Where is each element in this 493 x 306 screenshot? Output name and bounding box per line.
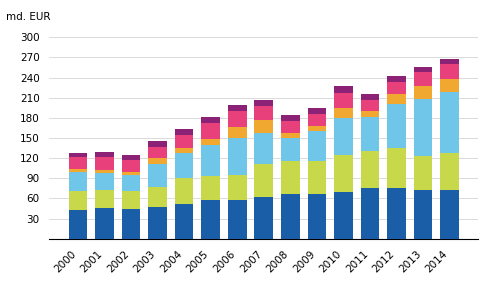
- Bar: [175, 148, 193, 153]
- Bar: [440, 190, 458, 239]
- Bar: [122, 191, 141, 209]
- Bar: [254, 106, 273, 120]
- Bar: [334, 93, 352, 108]
- Bar: [360, 100, 379, 111]
- Bar: [281, 194, 300, 239]
- Bar: [69, 191, 87, 210]
- Bar: [202, 139, 220, 145]
- Bar: [308, 194, 326, 239]
- Bar: [308, 108, 326, 114]
- Bar: [334, 86, 352, 93]
- Bar: [414, 72, 432, 86]
- Bar: [95, 208, 114, 239]
- Bar: [360, 188, 379, 239]
- Bar: [414, 190, 432, 239]
- Bar: [254, 133, 273, 163]
- Bar: [440, 153, 458, 190]
- Bar: [360, 94, 379, 100]
- Bar: [95, 190, 114, 208]
- Bar: [175, 204, 193, 239]
- Bar: [148, 207, 167, 239]
- Bar: [202, 176, 220, 200]
- Bar: [440, 64, 458, 79]
- Bar: [95, 173, 114, 190]
- Bar: [122, 155, 141, 160]
- Bar: [69, 158, 87, 169]
- Bar: [69, 153, 87, 158]
- Bar: [202, 145, 220, 176]
- Bar: [308, 162, 326, 194]
- Bar: [202, 117, 220, 123]
- Bar: [281, 132, 300, 138]
- Bar: [202, 123, 220, 139]
- Bar: [69, 210, 87, 239]
- Bar: [254, 120, 273, 133]
- Bar: [254, 163, 273, 197]
- Bar: [175, 129, 193, 135]
- Bar: [308, 126, 326, 131]
- Bar: [228, 105, 246, 111]
- Bar: [254, 100, 273, 106]
- Bar: [440, 92, 458, 153]
- Bar: [360, 117, 379, 151]
- Bar: [254, 197, 273, 239]
- Bar: [387, 148, 406, 188]
- Bar: [95, 170, 114, 173]
- Bar: [387, 82, 406, 94]
- Bar: [360, 111, 379, 117]
- Bar: [440, 59, 458, 64]
- Bar: [414, 67, 432, 72]
- Bar: [175, 153, 193, 178]
- Bar: [360, 151, 379, 188]
- Bar: [228, 138, 246, 175]
- Bar: [387, 76, 406, 82]
- Bar: [334, 192, 352, 239]
- Bar: [308, 131, 326, 162]
- Bar: [148, 141, 167, 147]
- Bar: [228, 175, 246, 200]
- Bar: [387, 104, 406, 148]
- Bar: [148, 158, 167, 163]
- Bar: [228, 200, 246, 239]
- Bar: [175, 135, 193, 148]
- Bar: [281, 162, 300, 194]
- Bar: [122, 175, 141, 191]
- Text: md. EUR: md. EUR: [6, 12, 51, 22]
- Bar: [148, 187, 167, 207]
- Bar: [334, 108, 352, 118]
- Bar: [228, 127, 246, 138]
- Bar: [414, 99, 432, 156]
- Bar: [148, 147, 167, 158]
- Bar: [387, 94, 406, 104]
- Bar: [281, 138, 300, 162]
- Bar: [122, 160, 141, 172]
- Bar: [95, 152, 114, 158]
- Bar: [95, 158, 114, 170]
- Bar: [148, 163, 167, 187]
- Bar: [69, 169, 87, 172]
- Bar: [175, 178, 193, 204]
- Bar: [281, 115, 300, 121]
- Bar: [202, 200, 220, 239]
- Bar: [308, 114, 326, 126]
- Bar: [440, 79, 458, 92]
- Bar: [69, 172, 87, 191]
- Bar: [122, 209, 141, 239]
- Bar: [387, 188, 406, 239]
- Bar: [414, 156, 432, 190]
- Bar: [228, 111, 246, 127]
- Bar: [414, 86, 432, 99]
- Bar: [334, 155, 352, 192]
- Bar: [281, 121, 300, 132]
- Bar: [334, 118, 352, 155]
- Bar: [122, 172, 141, 175]
